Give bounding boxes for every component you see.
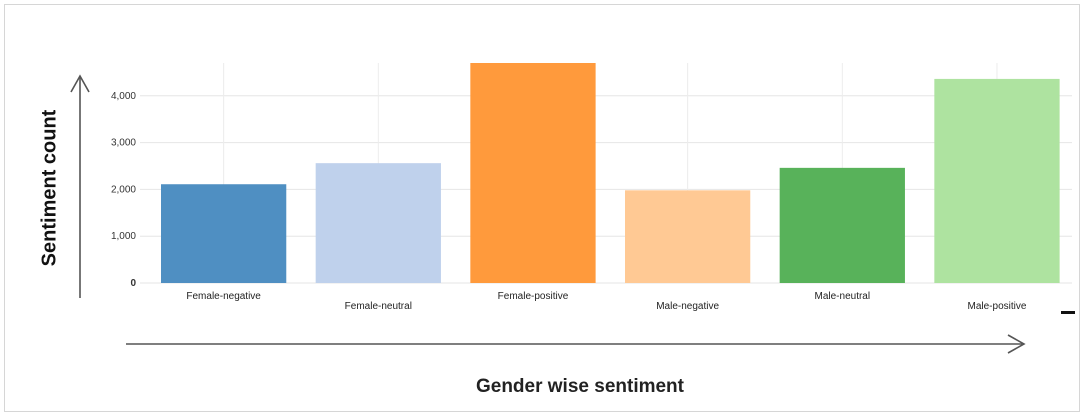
bar xyxy=(315,163,441,283)
y-tick-label: 4,000 xyxy=(111,91,136,102)
y-tick-label: 3,000 xyxy=(111,138,136,149)
y-axis-arrow xyxy=(70,74,90,298)
x-tick-label: Male-neutral xyxy=(815,291,871,302)
y-axis-label: Sentiment count xyxy=(38,109,60,266)
x-tick-label: Female-neutral xyxy=(345,301,412,312)
bar xyxy=(470,63,596,283)
edge-mark xyxy=(1061,311,1075,314)
x-tick-label: Female-positive xyxy=(498,291,569,302)
x-axis-arrow xyxy=(126,334,1026,354)
bar xyxy=(779,167,905,283)
y-tick-label: 0 xyxy=(130,278,136,289)
bar xyxy=(161,184,287,283)
y-axis-ticks: 0 1,000 2,000 3,000 4,000 xyxy=(111,91,136,289)
x-axis-label: Gender wise sentiment xyxy=(476,376,685,397)
y-tick-label: 2,000 xyxy=(111,184,136,195)
x-tick-label: Female-negative xyxy=(186,291,261,302)
bar xyxy=(934,78,1060,284)
bars xyxy=(161,63,1060,284)
bar xyxy=(625,190,751,283)
x-tick-label: Male-negative xyxy=(656,301,719,312)
category-labels: Female-negative Female-neutral Female-posi… xyxy=(186,291,1026,312)
x-tick-label: Male-positive xyxy=(968,301,1027,312)
y-tick-label: 1,000 xyxy=(111,231,136,242)
